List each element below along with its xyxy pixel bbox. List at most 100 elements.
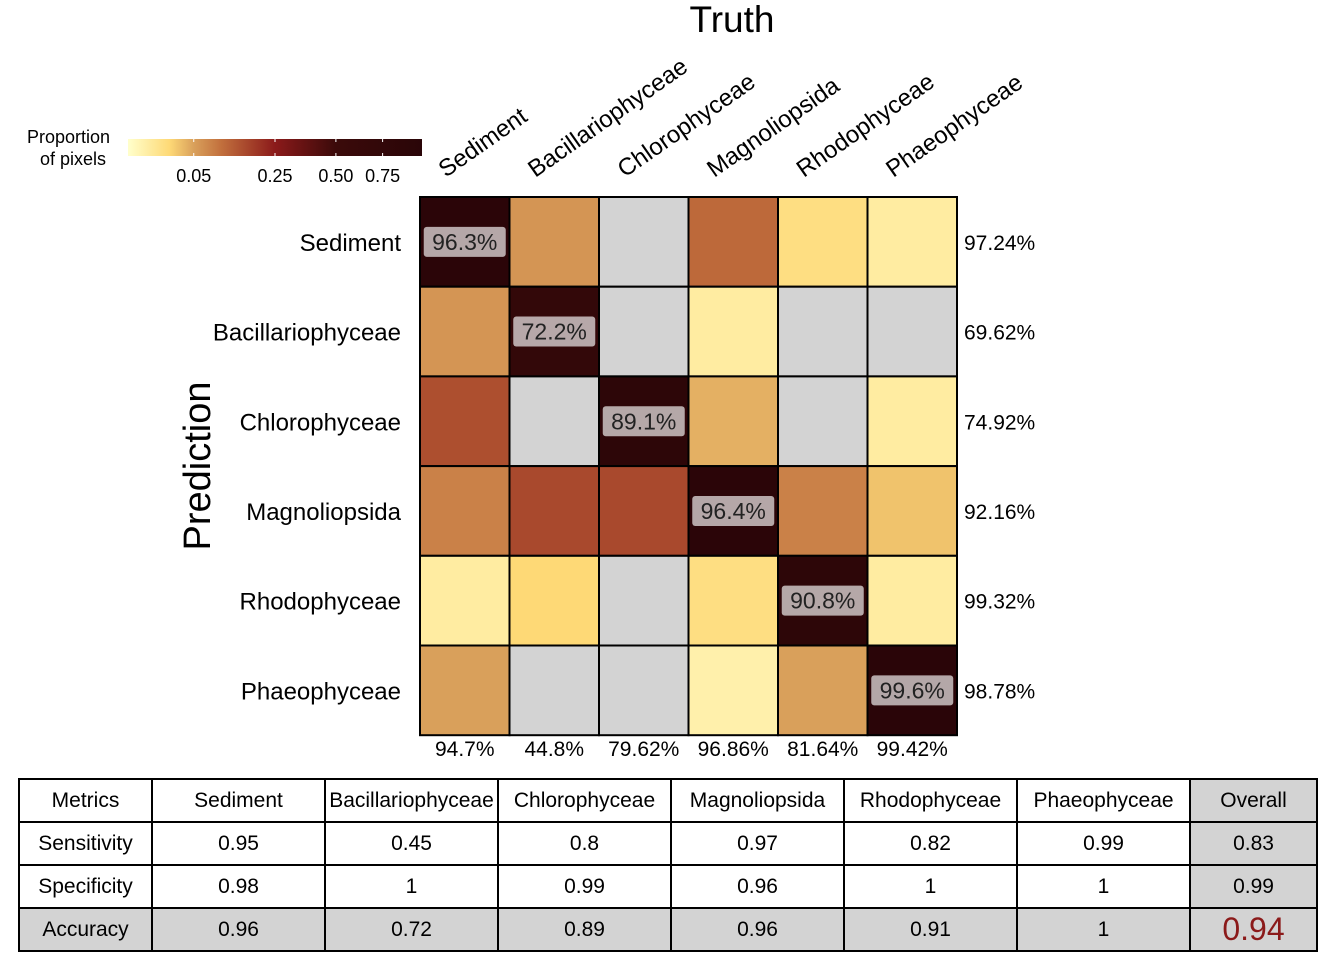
metric-value: 0.96	[670, 864, 845, 909]
matrix-cell	[687, 644, 779, 737]
cell-label-box	[423, 226, 506, 257]
matrix-cell	[777, 375, 869, 468]
metrics-header-magnoliopsida: Magnoliopsida	[670, 778, 845, 823]
metrics-row-sensitivity: Sensitivity 0.95 0.45 0.8 0.97 0.82 0.99…	[18, 821, 1318, 866]
matrix-cell	[866, 196, 958, 288]
row-total: 97.24%	[964, 232, 1035, 255]
matrix-cell	[508, 196, 600, 288]
matrix-cell	[508, 644, 600, 737]
matrix-cells	[419, 196, 958, 737]
legend-tick-label: 0.50	[318, 166, 353, 186]
matrix-cell	[777, 196, 869, 288]
column-totals: 94.7% 44.8% 79.62% 96.86% 81.64% 99.42%	[435, 738, 948, 761]
metric-value: 0.8	[497, 821, 672, 866]
metric-value: 0.98	[151, 864, 326, 909]
row-total: 74.92%	[964, 411, 1035, 434]
matrix-cell	[687, 196, 779, 288]
metric-value: 0.97	[670, 821, 845, 866]
legend-title-line-2: of pixels	[40, 149, 106, 169]
row-label: Sediment	[300, 230, 402, 257]
column-label: Bacillariophyceae	[523, 53, 693, 183]
metrics-header-overall: Overall	[1189, 778, 1318, 823]
metric-value: 0.89	[497, 907, 672, 952]
matrix-cell	[598, 644, 690, 737]
metric-value: 0.72	[324, 907, 499, 952]
matrix-cell	[419, 375, 511, 468]
metric-value: 1	[1016, 864, 1191, 909]
row-label: Bacillariophyceae	[213, 320, 401, 347]
metrics-header-bacillariophyceae: Bacillariophyceae	[324, 778, 499, 823]
metric-value: 0.99	[497, 864, 672, 909]
matrix-cell	[419, 465, 511, 557]
row-total: 92.16%	[964, 501, 1035, 524]
column-label: Sediment	[434, 102, 533, 182]
metric-value: 0.82	[843, 821, 1018, 866]
cell-label-box	[513, 316, 596, 347]
matrix-cell	[598, 285, 690, 378]
cell-label-box	[692, 495, 775, 526]
column-total: 81.64%	[787, 738, 858, 761]
metrics-table: Metrics Sediment Bacillariophyceae Chlor…	[18, 778, 1318, 952]
matrix-cell	[419, 644, 511, 737]
metrics-header-sediment: Sediment	[151, 778, 326, 823]
row-label: Chlorophyceae	[240, 409, 401, 436]
row-totals: 97.24% 69.62% 74.92% 92.16% 99.32% 98.78%	[964, 232, 1035, 703]
column-total: 99.42%	[877, 738, 948, 761]
matrix-cell	[419, 554, 511, 647]
metrics-header-chlorophyceae: Chlorophyceae	[497, 778, 672, 823]
matrix-cell	[419, 285, 511, 378]
column-total: 44.8%	[524, 738, 584, 761]
cell-label: 72.2%	[522, 319, 587, 345]
legend-color-bar	[128, 139, 422, 156]
matrix-cell	[508, 554, 600, 647]
cell-label: 90.8%	[790, 588, 855, 614]
metric-name: Accuracy	[18, 907, 153, 952]
metric-value: 0.45	[324, 821, 499, 866]
metrics-header-rhodophyceae: Rhodophyceae	[843, 778, 1018, 823]
metric-value: 0.96	[151, 907, 326, 952]
matrix-cell	[598, 196, 690, 288]
row-total: 98.78%	[964, 680, 1035, 703]
cell-label: 89.1%	[611, 408, 676, 434]
row-label: Phaeophyceae	[241, 678, 401, 705]
matrix-cell	[508, 375, 600, 468]
metrics-header-phaeophyceae: Phaeophyceae	[1016, 778, 1191, 823]
matrix-cell	[508, 465, 600, 557]
metric-name: Specificity	[18, 864, 153, 909]
matrix-cell	[687, 375, 779, 468]
cell-label: 99.6%	[880, 677, 945, 703]
legend-title-line-1: Proportion	[27, 127, 110, 147]
row-labels: Sediment Bacillariophyceae Chlorophyceae Ma…	[213, 230, 402, 705]
row-label: Rhodophyceae	[240, 589, 401, 616]
matrix-cell	[687, 285, 779, 378]
matrix-cell	[866, 465, 958, 557]
matrix-cell	[777, 465, 869, 557]
metrics-header-label: Metrics	[18, 778, 153, 823]
metric-value: 1	[843, 864, 1018, 909]
metrics-row-specificity: Specificity 0.98 1 0.99 0.96 1 1 0.99	[18, 864, 1318, 909]
metric-overall-accuracy: 0.94	[1189, 907, 1318, 952]
metric-name: Sensitivity	[18, 821, 153, 866]
matrix-cell	[866, 554, 958, 647]
metric-value: 0.95	[151, 821, 326, 866]
metric-overall: 0.99	[1189, 864, 1318, 909]
chart-title: Truth	[690, 0, 775, 40]
metrics-header-row: Metrics Sediment Bacillariophyceae Chlor…	[18, 778, 1318, 823]
column-total: 94.7%	[435, 738, 495, 761]
row-total: 99.32%	[964, 591, 1035, 614]
cell-label-box	[871, 675, 954, 706]
cell-label-box	[602, 406, 685, 437]
row-label: Magnoliopsida	[246, 499, 401, 526]
column-total: 79.62%	[608, 738, 679, 761]
cell-label: 96.4%	[701, 498, 766, 524]
metric-value: 0.96	[670, 907, 845, 952]
y-axis-title: Prediction	[177, 382, 219, 551]
legend-tick-label: 0.75	[365, 166, 400, 186]
cell-label: 96.3%	[432, 229, 497, 255]
matrix-cell	[866, 285, 958, 378]
matrix-cell	[777, 285, 869, 378]
cell-label-box	[781, 585, 864, 616]
matrix-cell	[777, 644, 869, 737]
metric-value: 0.99	[1016, 821, 1191, 866]
